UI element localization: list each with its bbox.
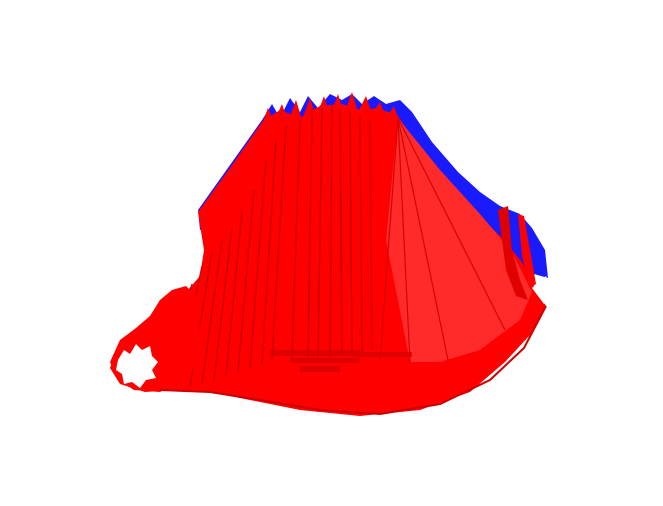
- right-notch: [532, 276, 552, 304]
- right-strips-2: [518, 214, 536, 288]
- right-strips: [498, 206, 528, 300]
- jagged-top-fringe: [262, 92, 400, 140]
- base-texture: [270, 350, 412, 372]
- base-edge: [159, 305, 547, 416]
- cone-edges: [379, 117, 506, 363]
- lobe-hole: [116, 344, 158, 388]
